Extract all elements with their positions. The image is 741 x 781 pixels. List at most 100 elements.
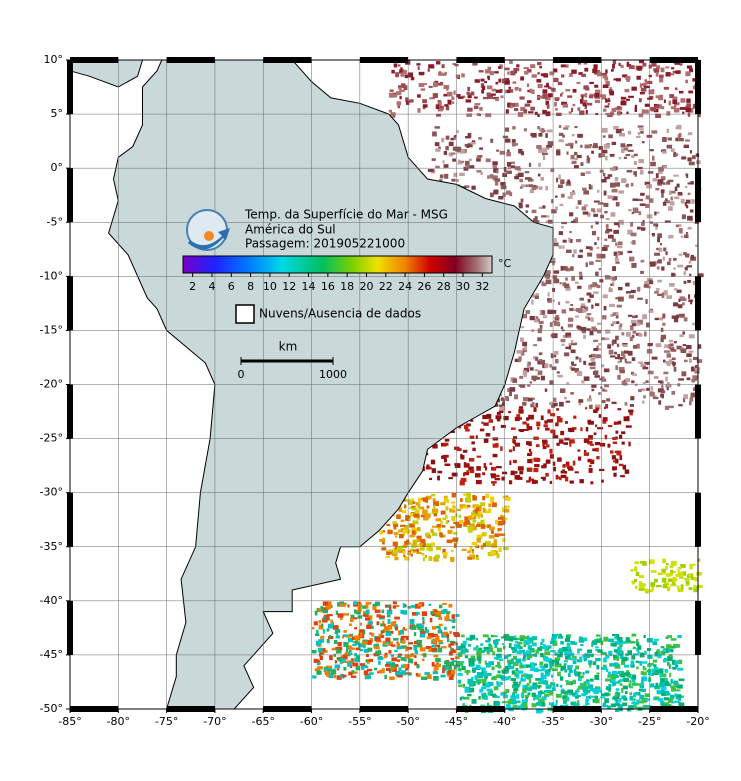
sst-pixel bbox=[318, 624, 324, 630]
sst-pixel bbox=[503, 655, 508, 660]
sst-pixel bbox=[627, 250, 633, 254]
sst-pixel bbox=[527, 645, 531, 650]
sst-pixel bbox=[664, 405, 670, 410]
sst-pixel bbox=[401, 510, 407, 514]
sst-pixel bbox=[507, 71, 510, 75]
sst-pixel bbox=[632, 323, 637, 327]
sst-pixel bbox=[467, 693, 472, 697]
sst-pixel bbox=[353, 641, 359, 644]
sst-pixel bbox=[637, 651, 640, 654]
sst-pixel bbox=[587, 317, 591, 321]
sst-pixel bbox=[642, 314, 648, 320]
sst-pixel bbox=[409, 618, 415, 624]
sst-pixel bbox=[316, 642, 321, 646]
sst-pixel bbox=[680, 198, 685, 204]
x-tick-label: -30° bbox=[590, 715, 613, 728]
sst-pixel bbox=[464, 185, 470, 189]
x-tick-label: -40° bbox=[493, 715, 516, 728]
sst-pixel bbox=[525, 184, 528, 187]
sst-pixel bbox=[355, 610, 361, 615]
sst-pixel bbox=[580, 303, 586, 307]
sst-pixel bbox=[565, 332, 572, 338]
sst-pixel bbox=[557, 184, 563, 189]
sst-pixel bbox=[323, 615, 326, 621]
sst-pixel bbox=[537, 318, 540, 322]
colorbar-unit: °C bbox=[498, 257, 512, 270]
sst-pixel bbox=[624, 88, 630, 93]
sst-pixel bbox=[685, 204, 689, 209]
sst-pixel bbox=[528, 111, 534, 114]
sst-pixel bbox=[456, 508, 461, 512]
sst-pixel bbox=[495, 466, 502, 469]
x-tick-label: -45° bbox=[445, 715, 468, 728]
sst-pixel bbox=[500, 182, 505, 185]
sst-pixel bbox=[488, 503, 492, 507]
sst-pixel bbox=[451, 96, 455, 100]
sst-pixel bbox=[603, 190, 607, 196]
sst-pixel bbox=[503, 508, 510, 513]
sst-pixel bbox=[589, 695, 595, 698]
sst-pixel bbox=[499, 406, 506, 411]
sst-pixel bbox=[609, 287, 612, 292]
sst-pixel bbox=[498, 547, 502, 553]
sst-pixel bbox=[331, 622, 335, 627]
sst-pixel bbox=[470, 655, 476, 661]
sst-pixel bbox=[476, 537, 481, 543]
sst-pixel bbox=[476, 506, 482, 512]
sst-pixel bbox=[536, 694, 540, 699]
sst-pixel bbox=[610, 674, 616, 680]
sst-pixel bbox=[640, 260, 644, 263]
sst-pixel bbox=[420, 514, 427, 518]
sst-pixel bbox=[527, 692, 531, 696]
sst-pixel bbox=[569, 238, 573, 243]
sst-pixel bbox=[603, 389, 608, 392]
sst-pixel bbox=[515, 658, 522, 663]
sst-pixel bbox=[541, 215, 547, 218]
sst-pixel bbox=[607, 234, 614, 239]
sst-pixel bbox=[610, 182, 616, 188]
sst-pixel bbox=[456, 94, 461, 98]
sst-pixel bbox=[615, 261, 620, 264]
sst-pixel bbox=[582, 187, 587, 191]
sst-pixel bbox=[411, 505, 416, 509]
sst-pixel bbox=[519, 649, 525, 654]
sst-pixel bbox=[628, 314, 633, 317]
sst-pixel bbox=[517, 670, 523, 674]
sst-pixel bbox=[623, 350, 629, 354]
sst-pixel bbox=[637, 319, 643, 325]
sst-pixel bbox=[615, 201, 620, 207]
sst-pixel bbox=[462, 703, 465, 707]
sst-pixel bbox=[578, 639, 584, 643]
sst-pixel bbox=[384, 604, 389, 608]
sst-pixel bbox=[558, 301, 561, 306]
sst-pixel bbox=[425, 629, 429, 634]
sst-pixel bbox=[507, 102, 512, 108]
sst-pixel bbox=[497, 528, 502, 531]
sst-pixel bbox=[606, 398, 611, 402]
sst-pixel bbox=[618, 62, 621, 66]
legend-title: Temp. da Superfície do Mar - MSG bbox=[244, 208, 448, 222]
sst-pixel bbox=[326, 639, 330, 644]
sst-pixel bbox=[451, 178, 456, 182]
sst-pixel bbox=[475, 479, 482, 485]
sst-pixel bbox=[426, 505, 430, 509]
sst-pixel bbox=[655, 71, 659, 77]
sst-pixel bbox=[661, 193, 664, 198]
sst-pixel bbox=[648, 309, 654, 313]
sst-pixel bbox=[398, 533, 404, 539]
sst-pixel bbox=[409, 535, 415, 538]
sst-pixel bbox=[631, 262, 637, 268]
sst-pixel bbox=[535, 458, 541, 462]
sst-pixel bbox=[695, 365, 698, 368]
sst-pixel bbox=[483, 674, 486, 679]
sst-pixel bbox=[459, 172, 465, 177]
sst-pixel bbox=[616, 343, 620, 348]
sst-pixel bbox=[558, 125, 562, 129]
sst-pixel bbox=[503, 645, 506, 650]
sst-pixel bbox=[630, 569, 634, 572]
sst-pixel bbox=[644, 589, 650, 592]
sst-pixel bbox=[653, 664, 657, 668]
sst-pixel bbox=[674, 288, 678, 291]
sst-pixel bbox=[531, 89, 535, 94]
sst-pixel bbox=[528, 448, 532, 453]
